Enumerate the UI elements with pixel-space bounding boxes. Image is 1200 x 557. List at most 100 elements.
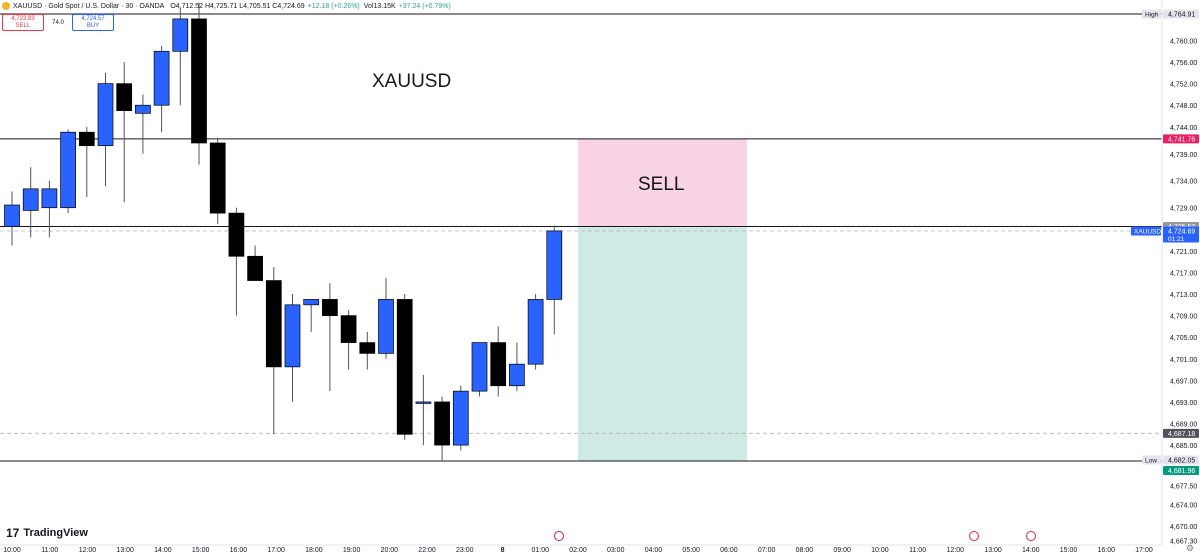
price-tag-caption-bg	[1142, 9, 1161, 19]
candle-body	[116, 83, 133, 111]
volume-change: +37.24 (+0.79%)	[398, 2, 451, 10]
candle-body	[284, 304, 301, 368]
price-tick-label: 4,697.00	[1170, 378, 1197, 385]
time-tick-label: 08:00	[796, 547, 814, 554]
price-tick-label: 4,744.00	[1170, 125, 1197, 132]
price-tick-label: 4,670.00	[1170, 524, 1197, 531]
time-tick-label: 09:00	[833, 547, 851, 554]
candle-body	[172, 18, 189, 52]
price-tag-caption: XAUUSD	[1134, 228, 1161, 235]
time-tick-label: 05:00	[682, 547, 700, 554]
price-tag-caption-bg	[1131, 226, 1161, 236]
candle-body	[509, 363, 525, 387]
candle-body	[247, 255, 263, 281]
price-tag-dark[interactable]	[1163, 428, 1199, 438]
chart-label-symbol: XAUUSD	[372, 71, 451, 92]
sell-button[interactable]: 4,723.83 SELL	[2, 14, 44, 31]
candle-body	[415, 401, 432, 404]
price-tag-low-label[interactable]	[1163, 455, 1199, 465]
price-tag-caption: Low	[1145, 458, 1157, 465]
candle-body	[4, 204, 20, 227]
annotations: XAUUSD SELL	[372, 71, 684, 195]
price-tick-label: 4,689.00	[1170, 422, 1197, 429]
price-tick-label: 4,705.00	[1170, 335, 1197, 342]
candle-body	[303, 299, 320, 306]
us-flag-icon[interactable]	[969, 531, 979, 541]
trade-panel: 4,723.83 SELL 74.0 4,724.57 BUY	[2, 14, 114, 31]
buy-price: 4,724.57	[81, 16, 105, 22]
candle-body	[527, 299, 544, 365]
price-tick-label: 4,721.00	[1170, 249, 1197, 256]
time-axis[interactable]: 10:00 11:00 12:00 13:00 14:00 15:00 16:00 17:00…	[0, 531, 1162, 555]
time-tick-label: 22:00	[418, 547, 436, 554]
candle-body	[41, 188, 58, 209]
candle-body	[452, 390, 469, 446]
tradingview-wordmark: TradingView	[23, 527, 88, 539]
time-tick-label: 13:00	[116, 547, 134, 554]
price-change: +12.18 (+0.26%)	[307, 2, 360, 10]
sell-label: SELL	[15, 23, 31, 29]
price-tick-label: 4,674.00	[1170, 502, 1197, 509]
candle-body	[434, 401, 450, 446]
candle-body	[153, 50, 170, 106]
candle-body	[60, 131, 76, 209]
price-tag-value: 4,724.69	[1168, 228, 1195, 235]
buy-label: BUY	[86, 23, 100, 29]
candle-body	[265, 280, 282, 368]
price-tick-label: 4,760.00	[1170, 38, 1197, 45]
candle-body	[340, 315, 357, 343]
tradingview-logo[interactable]: 17 TradingView	[6, 526, 88, 540]
sell-price: 4,723.83	[11, 16, 35, 22]
time-tick-label: 15:00	[192, 547, 210, 554]
profit-zone[interactable]	[578, 226, 747, 461]
price-tag-red[interactable]	[1163, 134, 1199, 144]
price-tick-label: 4,729.00	[1170, 206, 1197, 213]
price-tag-green[interactable]	[1163, 465, 1199, 475]
time-tick-label: 16:00	[230, 547, 248, 554]
candle-body	[490, 342, 507, 387]
time-tick-label: 10:00	[871, 547, 889, 554]
price-tag-value: 4,687.18	[1168, 431, 1195, 438]
time-tick-label: 17:00	[267, 547, 285, 554]
price-tag-value: 4,741.76	[1168, 136, 1195, 143]
price-tick-label: 4,701.00	[1170, 357, 1197, 364]
candles	[4, 2, 563, 462]
candle-body	[135, 104, 151, 114]
candle-body	[228, 212, 245, 257]
price-tick-label: 4,717.00	[1170, 270, 1197, 277]
time-tick-label: 16:00	[1098, 547, 1116, 554]
time-tick-label: 11:00	[909, 547, 926, 554]
symbol-title[interactable]: XAUUSD · Gold Spot / U.S. Dollar · 30 · …	[13, 2, 165, 10]
time-tick-label: 03:00	[607, 547, 625, 554]
price-tag-value: 4,681.96	[1168, 468, 1195, 475]
price-tick-label: 4,748.00	[1170, 103, 1197, 110]
price-tag-caption: High	[1145, 12, 1159, 19]
candle-body	[396, 299, 413, 435]
candle-body	[97, 83, 114, 147]
price-tick-label: 4,734.00	[1170, 179, 1197, 186]
price-tick-label: 4,685.00	[1170, 443, 1197, 450]
price-tag-value: 4,682.05	[1168, 458, 1195, 465]
tradingview-mark-icon: 17	[6, 526, 20, 540]
risk-zone[interactable]	[578, 138, 747, 227]
buy-button[interactable]: 4,724.57 BUY	[72, 14, 114, 31]
candle-body	[471, 342, 488, 392]
time-tick-label: 10:00	[3, 547, 21, 554]
lightning-event-icon[interactable]	[554, 531, 564, 541]
us-flag-icon[interactable]	[1026, 531, 1036, 541]
candle-body	[322, 299, 338, 316]
position-tool[interactable]	[578, 138, 747, 461]
candle-body	[209, 142, 226, 214]
time-tick-label: 15:00	[1060, 547, 1078, 554]
price-tick-label: 4,739.00	[1170, 152, 1197, 159]
candle-body	[546, 230, 563, 300]
price-tag-high[interactable]	[1163, 9, 1199, 19]
candle-body	[378, 299, 394, 354]
price-tag-symbol[interactable]	[1163, 226, 1199, 243]
settings-gear-icon[interactable]: ⚙	[1185, 543, 1194, 553]
price-tick-label: 4,752.00	[1170, 82, 1197, 89]
time-tick-label: 14:00	[1022, 547, 1040, 554]
price-axis[interactable]: 4,760.00 4,756.00 4,752.00 4,748.00 4,744.00…	[1131, 0, 1199, 546]
time-tick-label: 12:00	[79, 547, 97, 554]
